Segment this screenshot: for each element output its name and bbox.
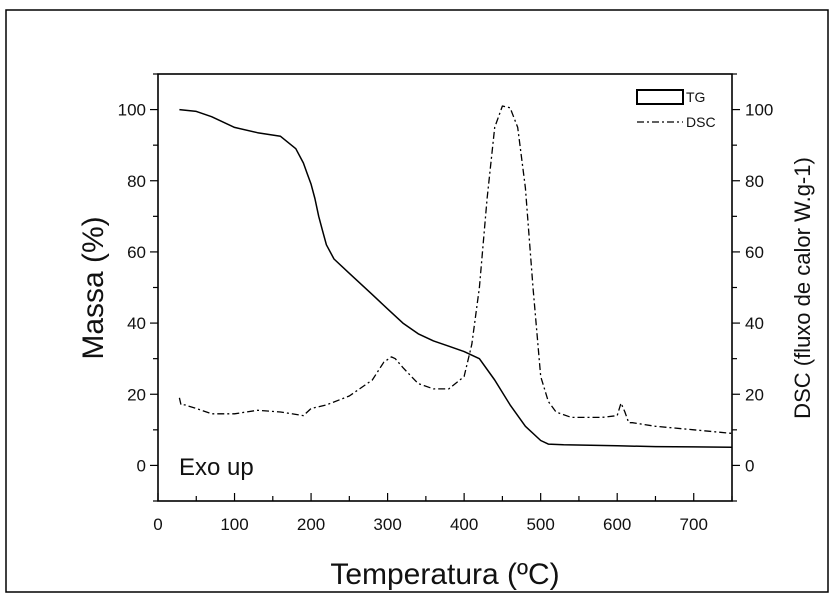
y-left-tick-label: 100 [118,101,146,120]
series-line-tg [179,108,733,449]
outer-border [5,9,829,593]
y-left-tick-label: 80 [127,172,146,191]
y-right-tick-label: 80 [745,172,764,191]
legend-label-tg: TG [686,89,705,105]
x-tick-label: 700 [680,515,708,534]
y-right-tick-label: 40 [745,314,764,333]
y-right-tick-label: 0 [745,456,754,475]
y-right-tick-label: 60 [745,243,764,262]
y-right-tick-label: 20 [745,385,764,404]
series-line-dsc [178,105,733,435]
x-tick-label: 300 [373,515,401,534]
legend: TG DSC [636,89,716,130]
y-left-tick-label: 60 [127,243,146,262]
x-tick-label: 0 [153,515,162,534]
x-axis-label: Temperatura (ºC) [330,558,559,591]
y-left-tick-label: 20 [127,385,146,404]
y-right-tick-label: 100 [745,101,773,120]
legend-swatch-tg [636,89,684,105]
x-tick-label: 200 [297,515,325,534]
exo-up-annotation: Exo up [179,454,254,481]
y-axis-label-left: Massa (%) [77,216,110,359]
legend-label-dsc: DSC [686,114,716,130]
y-left-tick-label: 0 [137,456,146,475]
x-tick-label: 400 [450,515,478,534]
y-axis-label-right: DSC (fluxo de calor W.g-1) [790,157,815,419]
y-left-tick-label: 40 [127,314,146,333]
x-tick-label: 100 [220,515,248,534]
plot-frame [157,73,733,502]
x-tick-label: 500 [526,515,554,534]
x-tick-label: 600 [603,515,631,534]
